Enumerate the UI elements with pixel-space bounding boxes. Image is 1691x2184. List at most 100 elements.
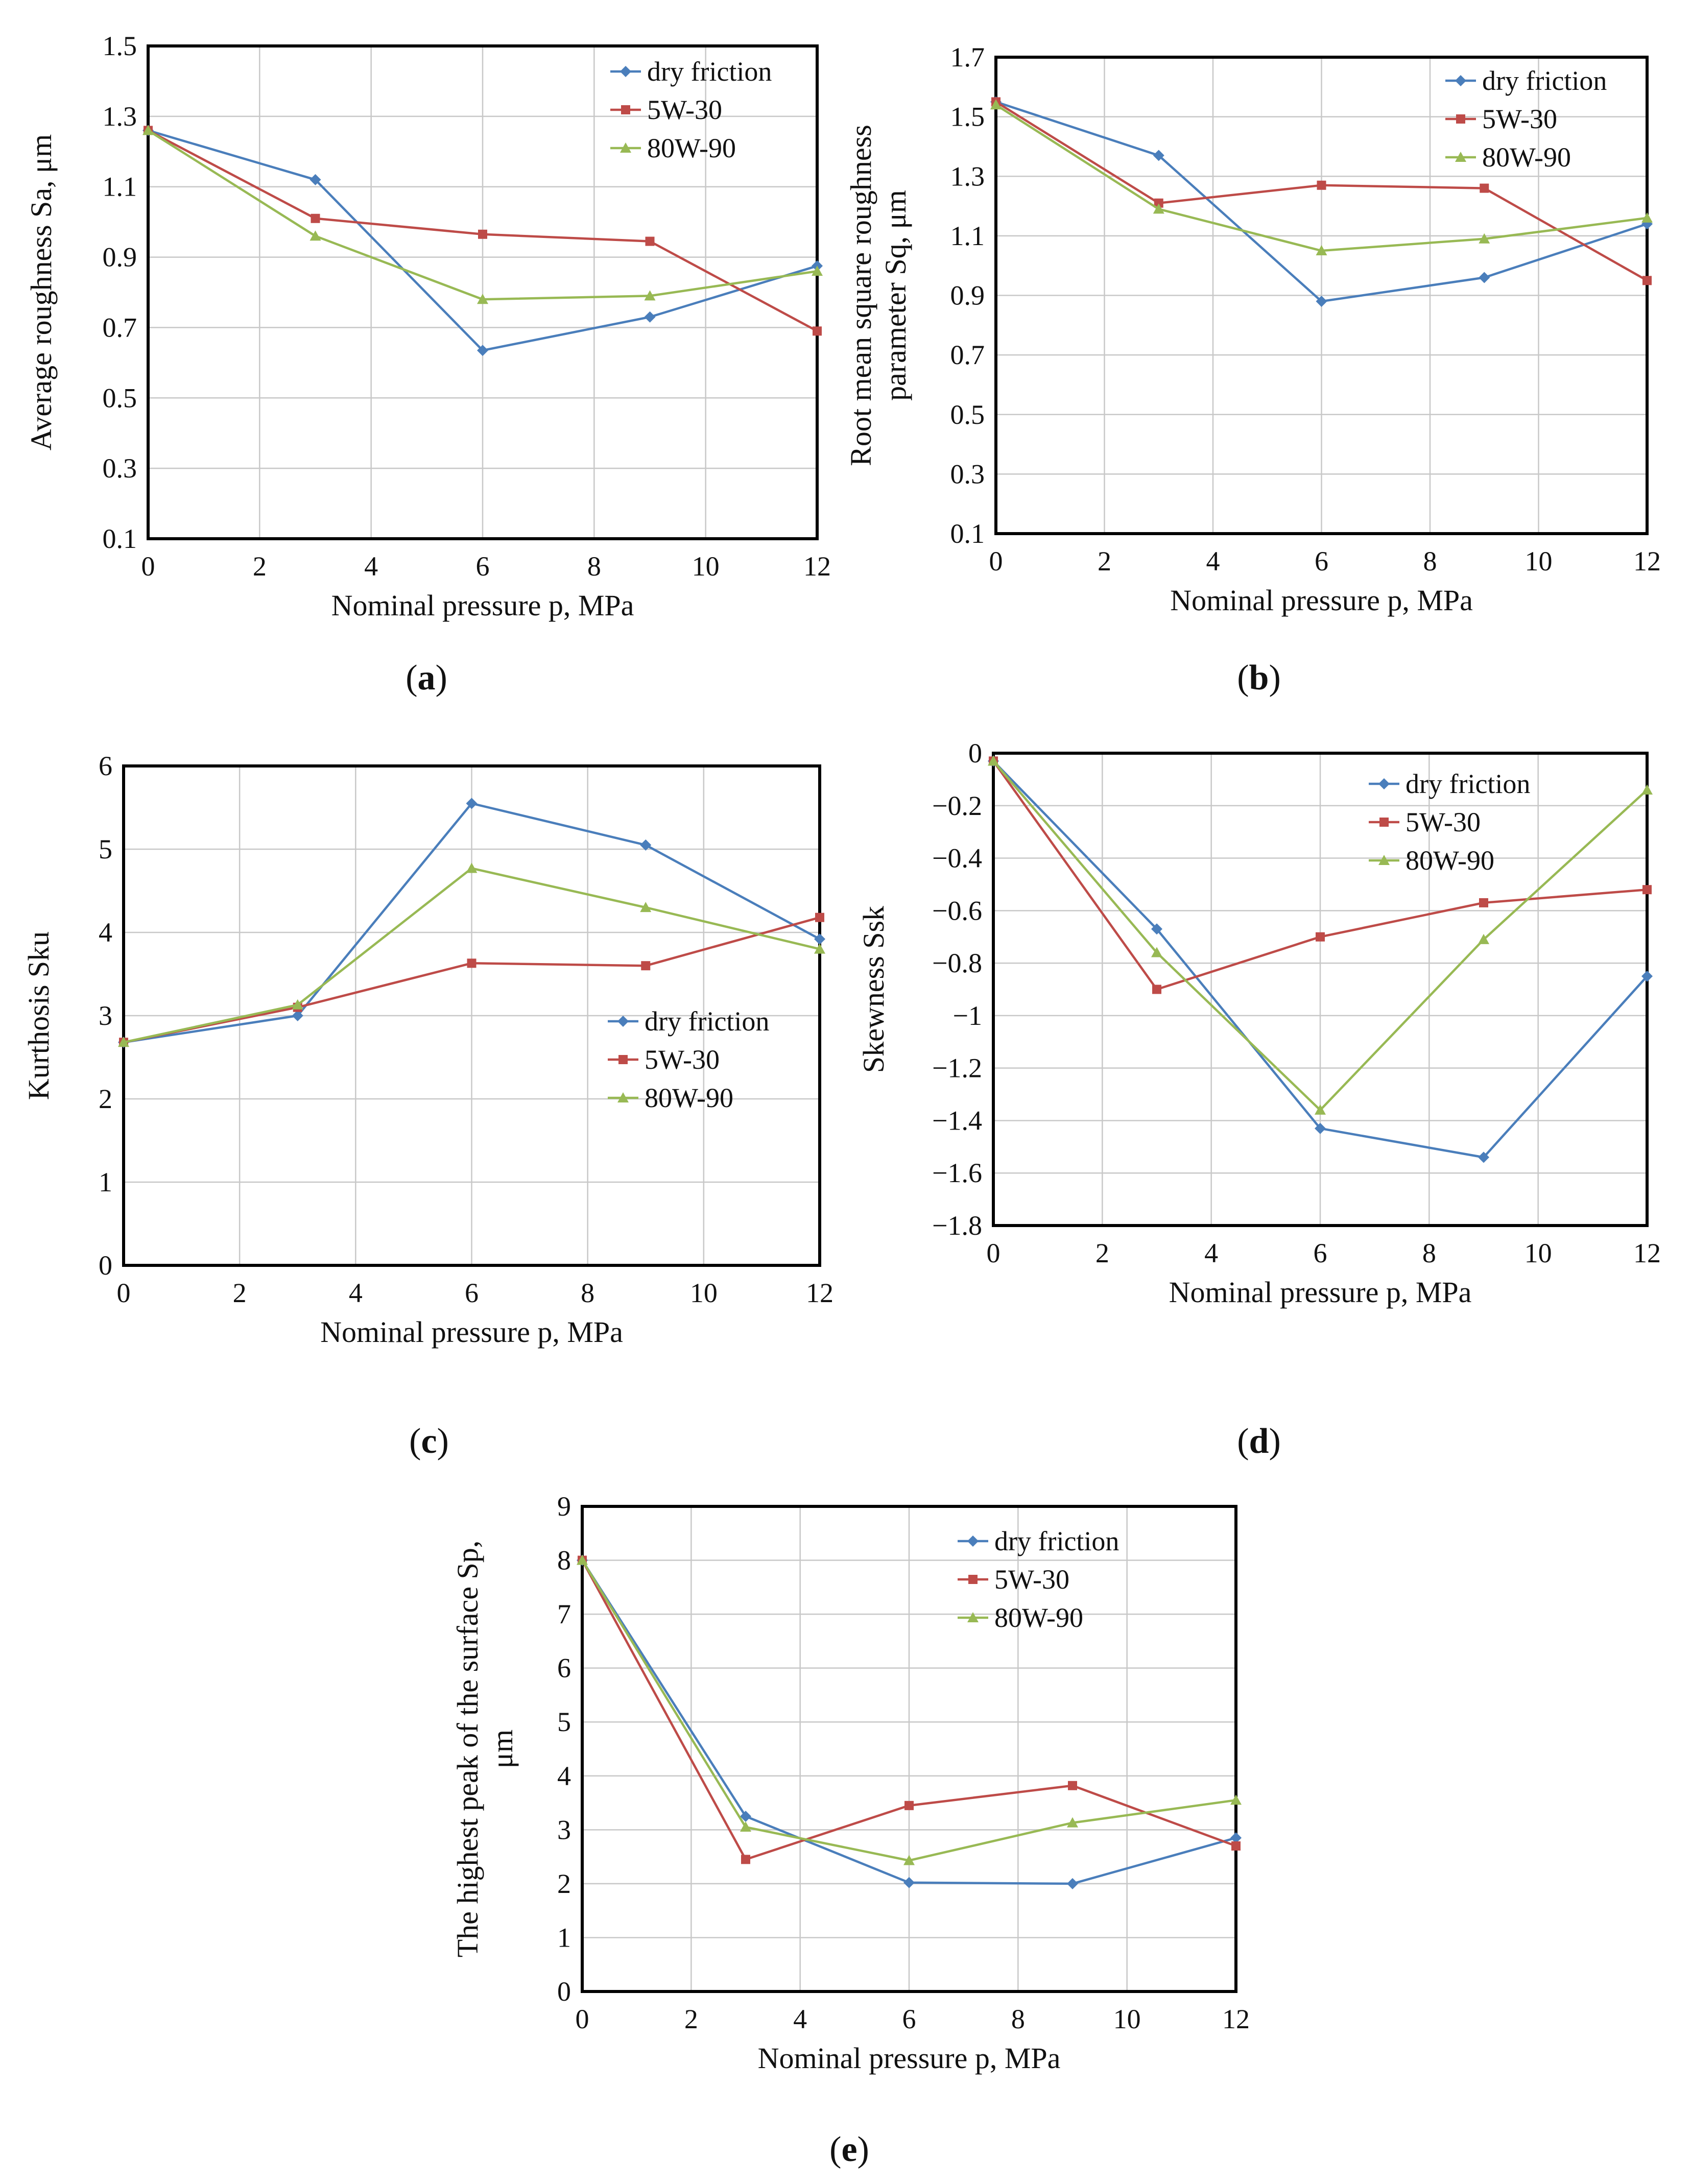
x-tick-label: 2 (684, 2004, 698, 2034)
data-point-5w-30 (813, 326, 822, 336)
y-tick-label: 0.9 (103, 242, 137, 273)
x-tick-label: 2 (233, 1278, 247, 1308)
y-tick-label: 1 (99, 1167, 112, 1197)
legend-marker-5w-30 (1379, 818, 1389, 827)
data-point-dry-friction (466, 798, 478, 809)
legend-label-80w-90: 80W-90 (647, 133, 736, 163)
data-point-80w-90 (577, 1554, 588, 1565)
data-point-80w-90 (1230, 1794, 1242, 1805)
plot-frame (122, 764, 821, 1267)
panel-caption: (d) (1237, 1422, 1281, 1461)
legend-marker-dry-friction (617, 1016, 629, 1027)
data-point-80w-90 (142, 125, 154, 135)
x-axis-label: Nominal pressure p, MPa (331, 589, 634, 622)
data-point-5w-30 (645, 236, 655, 246)
y-tick-label: −0.8 (932, 948, 982, 978)
legend-marker-5w-30 (968, 1575, 978, 1584)
y-tick-label: 1.3 (950, 161, 985, 191)
data-point-80w-90 (640, 902, 652, 913)
x-tick-label: 0 (141, 551, 155, 582)
data-point-5w-30 (1152, 985, 1161, 994)
y-tick-label: 0.7 (103, 312, 137, 343)
data-point-dry-friction (903, 1877, 915, 1888)
y-tick-label: 0 (99, 1250, 112, 1281)
y-axis-label: Average roughness Sa, μm (25, 134, 58, 451)
legend-marker-dry-friction (967, 1535, 979, 1547)
data-point-5w-30 (1154, 198, 1163, 208)
data-point-5w-30 (815, 913, 824, 922)
y-tick-label: −1.2 (932, 1053, 982, 1084)
data-point-80w-90 (740, 1821, 751, 1832)
data-point-80w-90 (812, 266, 823, 276)
legend-marker-dry-friction (1455, 75, 1466, 86)
data-point-5w-30 (1068, 1781, 1077, 1790)
y-tick-label: 4 (99, 917, 112, 948)
x-tick-label: 8 (1011, 2004, 1025, 2034)
plot-frame (994, 56, 1649, 535)
y-tick-label: 0.5 (103, 382, 137, 413)
y-tick-label: 2 (99, 1084, 112, 1114)
y-axis-label: parameter Sq, μm (879, 190, 912, 401)
plot-frame (147, 44, 819, 540)
legend-label-5w-30: 5W-30 (1406, 807, 1481, 837)
legend-label-dry-friction: dry friction (1406, 769, 1530, 799)
x-tick-label: 8 (1423, 546, 1437, 577)
legend-label-5w-30: 5W-30 (994, 1564, 1069, 1595)
data-point-dry-friction (814, 933, 825, 945)
y-tick-label: 6 (99, 751, 112, 781)
y-axis-label: Kurthosis Sku (22, 931, 55, 1100)
data-point-80w-90 (814, 943, 825, 954)
data-point-80w-90 (1315, 1104, 1326, 1115)
legend-marker-80w-90 (1455, 152, 1466, 162)
legend-label-5w-30: 5W-30 (645, 1044, 720, 1075)
legend-label-dry-friction: dry friction (645, 1006, 769, 1037)
data-point-80w-90 (466, 862, 478, 873)
y-tick-label: 0 (968, 738, 982, 769)
data-point-5w-30 (478, 229, 487, 239)
data-point-5w-30 (1642, 885, 1652, 895)
data-point-80w-90 (644, 290, 656, 301)
legend-label-dry-friction: dry friction (994, 1526, 1119, 1556)
chart-panel-d: 0 2 4 6 8 10 12 0 −0.2 −0.4 −0.6 −0.8 −1 −1.2 −1.4 −1.6… (857, 738, 1661, 1461)
x-tick-label: 12 (1222, 2004, 1250, 2034)
x-tick-label: 0 (987, 1238, 1001, 1268)
y-tick-label: 7 (557, 1599, 571, 1629)
x-tick-label: 0 (576, 2004, 589, 2034)
y-tick-label: 4 (557, 1761, 571, 1791)
panel-caption: (e) (829, 2130, 869, 2169)
y-tick-label: 1 (557, 1922, 571, 1953)
y-tick-label: 1.1 (103, 172, 137, 202)
data-point-dry-friction (1641, 970, 1653, 982)
x-tick-label: 8 (587, 551, 601, 582)
plot-frame (581, 1505, 1237, 1993)
x-tick-label: 4 (793, 2004, 807, 2034)
x-tick-label: 10 (1525, 1238, 1552, 1268)
y-tick-label: 0.1 (103, 523, 137, 554)
data-point-5w-30 (1480, 183, 1489, 193)
panel-caption: (c) (409, 1422, 449, 1461)
y-tick-label: 1.3 (103, 101, 137, 132)
data-point-5w-30 (1316, 932, 1325, 942)
data-point-dry-friction (740, 1810, 751, 1822)
data-point-5w-30 (311, 213, 320, 223)
data-point-dry-friction (644, 311, 656, 323)
x-tick-label: 10 (692, 551, 720, 582)
legend-marker-5w-30 (621, 105, 630, 114)
x-tick-label: 8 (581, 1278, 594, 1308)
data-point-dry-friction (477, 345, 488, 356)
y-tick-label: −1 (953, 1000, 982, 1031)
legend-marker-dry-friction (620, 66, 631, 77)
legend-marker-5w-30 (618, 1055, 628, 1064)
y-tick-label: 9 (557, 1491, 571, 1522)
y-tick-label: −1.4 (932, 1105, 982, 1136)
x-axis-label: Nominal pressure p, MPa (320, 1315, 623, 1349)
x-tick-label: 6 (465, 1278, 479, 1308)
data-point-dry-friction (309, 174, 321, 185)
x-tick-label: 6 (902, 2004, 916, 2034)
data-point-5w-30 (904, 1801, 914, 1810)
data-point-5w-30 (641, 961, 651, 971)
legend-marker-dry-friction (1378, 778, 1390, 789)
y-tick-label: 0.5 (950, 399, 985, 430)
panel-caption: (b) (1237, 658, 1281, 698)
data-point-dry-friction (292, 1010, 303, 1021)
